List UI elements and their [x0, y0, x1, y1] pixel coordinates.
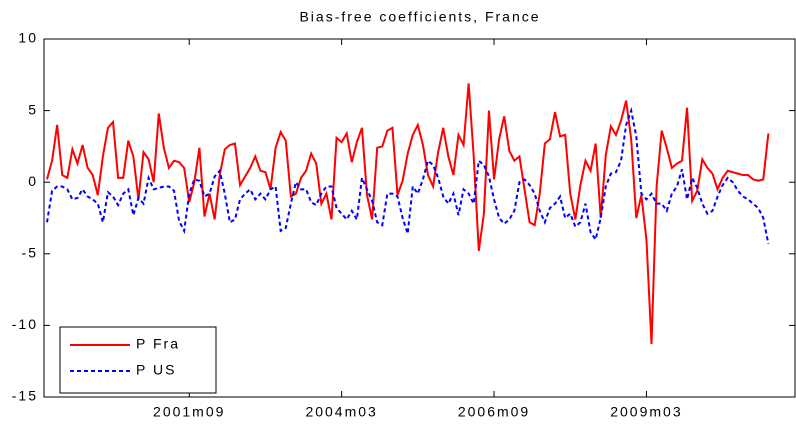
x-tick-label: 2001m09	[153, 404, 225, 420]
legend-label: P Fra	[136, 336, 180, 352]
y-tick-label: 5	[28, 101, 38, 117]
x-tick-label: 2006m09	[458, 404, 530, 420]
line-series	[46, 106, 770, 244]
y-tick-label: -15	[12, 388, 38, 404]
legend-label: P US	[136, 362, 176, 378]
legend-box	[59, 326, 217, 394]
chart-title: Bias-free coefficients, France	[299, 9, 540, 25]
y-tick-label: -5	[22, 245, 38, 261]
line-series	[46, 83, 770, 345]
y-tick-label: 0	[28, 173, 38, 189]
x-tick-label: 2009m03	[610, 404, 682, 420]
x-tick-label: 2004m03	[305, 404, 377, 420]
y-tick-label: -10	[12, 316, 38, 332]
y-tick-label: 10	[18, 30, 38, 46]
